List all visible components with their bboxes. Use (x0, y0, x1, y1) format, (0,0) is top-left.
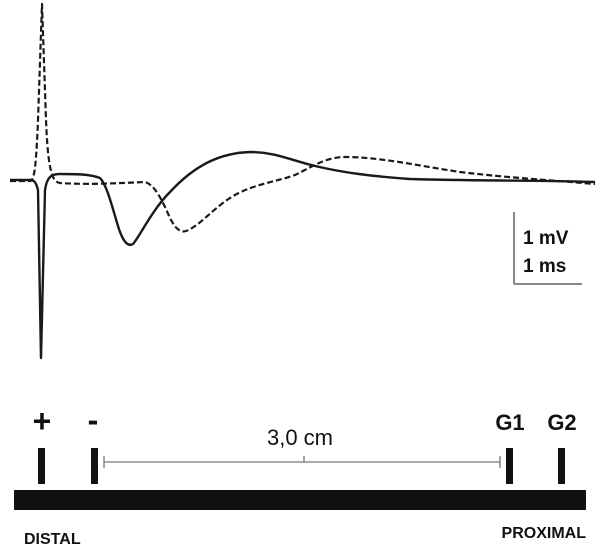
waveform-group (10, 2, 596, 360)
distal-label: DISTAL (24, 531, 81, 548)
scale-bar-voltage-label: 1 mV (523, 228, 569, 249)
proximal-label: PROXIMAL (502, 525, 587, 542)
distance-bracket (103, 456, 501, 468)
g2-electrode (558, 448, 565, 484)
scale-bar-time-label: 1 ms (523, 256, 566, 277)
g2-label: G2 (547, 410, 576, 435)
dashed-trace (10, 2, 596, 233)
stim-plus-label: + (33, 403, 52, 439)
g1-label: G1 (495, 410, 524, 435)
stim-plus-electrode (38, 448, 45, 484)
nerve-bar (14, 490, 586, 510)
scale-bar: 1 mV 1 ms (513, 212, 582, 285)
stim-minus-electrode (91, 448, 98, 484)
g1-electrode (506, 448, 513, 484)
stim-minus-label: - (88, 402, 99, 438)
distance-label: 3,0 cm (267, 425, 333, 450)
